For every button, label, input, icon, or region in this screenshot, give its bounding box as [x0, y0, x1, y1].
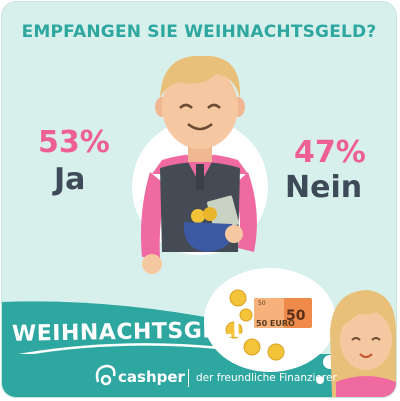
man-eye-right — [207, 103, 221, 109]
ja-percent: 53% — [38, 125, 110, 160]
coin — [229, 289, 247, 307]
girl-eye-left — [351, 337, 361, 341]
coin — [243, 338, 261, 356]
bill-top-value: 50 — [258, 300, 266, 307]
girl-face — [340, 310, 392, 370]
man-mouth — [187, 123, 213, 131]
nein-percent: 47% — [294, 135, 366, 170]
man-hair — [160, 55, 241, 98]
girl-mouth — [359, 353, 373, 358]
cashper-logo-icon — [95, 364, 116, 386]
nein-label: Nein — [285, 170, 363, 205]
headline: EMPFANGEN SIE WEIHNACHTSGELD? — [21, 22, 377, 42]
brand-name: cashper — [118, 368, 185, 386]
coin — [225, 321, 243, 339]
coin — [239, 308, 253, 322]
coin — [267, 343, 285, 361]
infographic-card: 50 50 50 EURO EMPFANGEN SIE WEIHNACHTSGE… — [2, 2, 396, 397]
wallet-coin-1 — [191, 209, 205, 223]
illustration: 50 50 50 EURO — [2, 55, 396, 397]
ja-label: Ja — [54, 162, 86, 197]
wallet-coin-2 — [203, 207, 217, 221]
man-right-hand — [225, 225, 243, 243]
man-left-hand — [142, 254, 162, 274]
girl-eye-right — [371, 337, 381, 341]
man-eye-left — [179, 103, 193, 109]
euro-coins — [225, 289, 285, 361]
bill-big-value: 50 — [286, 308, 306, 324]
wallet — [183, 222, 233, 252]
banner-title: WEIHNACHTSGELD — [11, 317, 252, 347]
euro-bill-light — [254, 298, 284, 328]
thought-dot-small — [316, 376, 324, 384]
brand-divider — [188, 369, 189, 387]
man-tie — [196, 164, 204, 190]
girl-shirt — [336, 376, 396, 397]
banner-swoosh — [13, 343, 221, 358]
man-face — [162, 65, 238, 149]
wallet-bill — [207, 195, 239, 231]
girl-bangs — [340, 305, 386, 328]
brand-tagline: der freundliche Finanzierer — [196, 372, 337, 384]
bill-euro-label: 50 EURO — [256, 319, 295, 328]
